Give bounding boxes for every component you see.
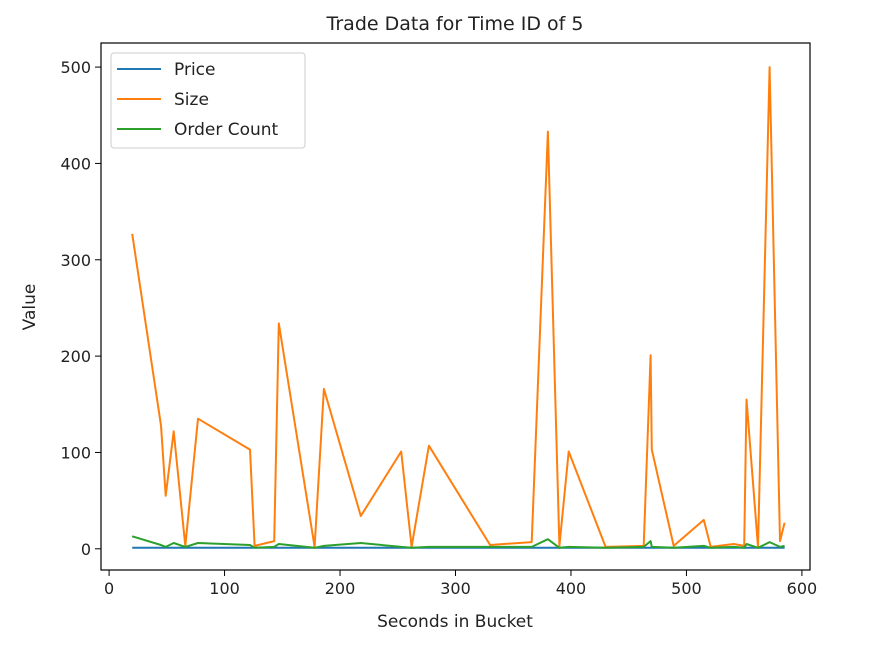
x-tick-label: 600 xyxy=(787,579,818,598)
chart-title: Trade Data for Time ID of 5 xyxy=(326,13,584,35)
plot-lines xyxy=(131,66,786,549)
y-tick-label: 0 xyxy=(81,540,91,559)
series-line-2 xyxy=(131,66,786,548)
x-tick-label: 400 xyxy=(556,579,587,598)
y-tick-label: 500 xyxy=(60,58,91,77)
x-tick-label: 100 xyxy=(209,579,240,598)
x-tick-label: 200 xyxy=(325,579,356,598)
legend: Price Size Order Count xyxy=(110,52,306,149)
y-tick-label: 300 xyxy=(60,251,91,270)
legend-label-price: Price xyxy=(174,60,215,80)
y-tick-label: 400 xyxy=(60,154,91,173)
y-tick-label: 100 xyxy=(60,443,91,462)
x-axis-ticks: 0 100 200 300 400 500 600 xyxy=(104,570,817,598)
x-tick-label: 300 xyxy=(440,579,471,598)
x-tick-label: 500 xyxy=(671,579,702,598)
legend-label-order-count: Order Count xyxy=(174,120,279,140)
x-tick-label: 0 xyxy=(104,579,114,598)
legend-label-size: Size xyxy=(174,90,209,110)
y-axis-ticks: 0 100 200 300 400 500 xyxy=(60,58,101,559)
x-axis-label: Seconds in Bucket xyxy=(377,612,533,632)
legend-box xyxy=(110,52,306,149)
y-axis-label: Value xyxy=(20,284,40,331)
series-line-3 xyxy=(131,535,785,549)
y-tick-label: 200 xyxy=(60,347,91,366)
